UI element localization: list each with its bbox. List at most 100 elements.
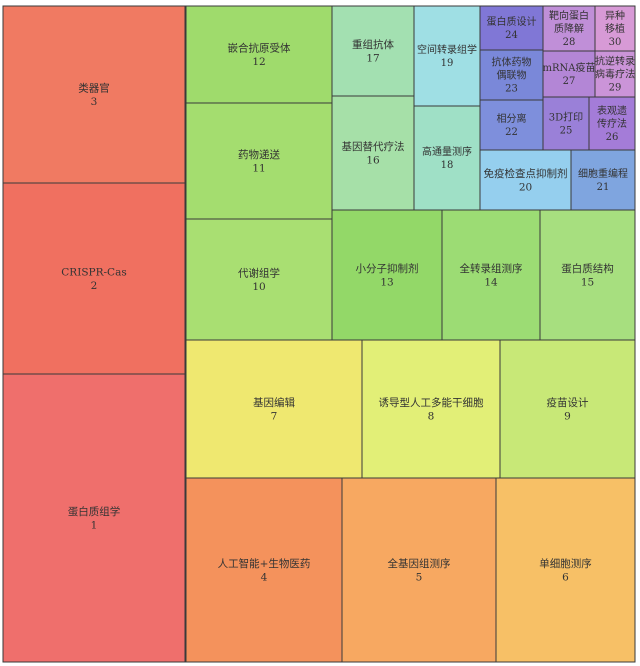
treemap-cell-rect [185,339,363,479]
treemap-cell-rect [341,477,497,663]
treemap-cell-label: 3D打印 [549,111,583,124]
treemap-cell-21: 细胞重编程 21 [570,149,636,211]
treemap-cell-label: 抗逆转录 [595,55,635,68]
treemap-cell-3: 类器官 3 [2,5,186,184]
treemap-cell-rect [495,477,636,663]
treemap-cell-rect [413,5,481,107]
treemap-cell-label: 质降解 [554,22,584,35]
treemap-cell-label: 移植 [605,22,625,35]
treemap-cell-rank: 28 [563,37,576,48]
treemap-cell-label: 异种 [605,9,625,22]
treemap-cell-rank: 27 [563,76,576,87]
treemap-cell-rect [479,99,544,151]
treemap-cell-rect [542,96,590,151]
treemap-cell-rank: 14 [484,276,498,288]
treemap-cell-rect [588,96,636,151]
treemap-cell-rank: 25 [560,126,573,137]
treemap-cell-22: 相分离 22 [479,99,544,151]
treemap-cell-label: 相分离 [497,112,527,125]
treemap-cell-10: 代谢组学 10 [185,218,333,341]
treemap-cell-label: 嵌合抗原受体 [228,41,291,54]
treemap-cell-label: 免疫检查点抑制剂 [484,167,568,180]
treemap-cell-12: 嵌合抗原受体 12 [185,5,333,104]
treemap-cell-rect [479,149,572,211]
treemap-cell-rank: 13 [380,276,393,288]
treemap-cell-rect [185,218,333,341]
treemap-cell-rect [441,209,541,341]
treemap-cell-rect [2,5,186,184]
treemap-cell-rank: 9 [564,410,571,422]
treemap-cell-label: 蛋白质设计 [487,15,537,28]
treemap-cell-label: 蛋白质组学 [68,505,121,518]
treemap-cell-rank: 18 [441,160,454,171]
treemap-cell-rank: 19 [441,58,454,69]
treemap-cell-label: 抗体药物 [492,56,532,69]
treemap-cell-label: 靶向蛋白 [549,9,589,22]
treemap-cell-rect [331,95,415,211]
treemap-cell-rect [331,5,415,97]
treemap-cell-label: 蛋白质结构 [561,262,614,275]
treemap-cell-rank: 12 [252,56,265,68]
treemap-cell-rank: 29 [609,83,622,94]
treemap-cell-rank: 10 [252,281,265,293]
treemap-cell-rect [594,5,636,52]
treemap-cell-rank: 21 [597,182,610,193]
treemap-cell-label: 代谢组学 [238,266,280,279]
treemap-cell-19: 空间转录组学 19 [413,5,481,107]
treemap-cell-label: 细胞重编程 [578,167,628,180]
treemap-cell-label: 疫苗设计 [547,396,589,409]
treemap-cell-rank: 20 [519,181,532,193]
treemap-cell-rank: 16 [366,154,380,166]
treemap-cell-label: mRNA疫苗 [543,61,596,74]
treemap-cell-label: 小分子抑制剂 [356,262,419,275]
treemap-cell-rect [361,339,501,479]
treemap-cell-label: 基因替代疗法 [342,140,405,153]
treemap-cell-label: 基因编辑 [253,396,295,409]
treemap-cell-rect [479,49,544,101]
treemap-cell-rank: 30 [609,37,622,48]
treemap-cell-rank: 5 [416,571,423,583]
treemap-cell-rank: 2 [91,280,98,292]
treemap-cell-rank: 23 [505,84,518,95]
treemap-cell-label: 表观遗 [597,104,627,117]
treemap-cell-25: 3D打印 25 [542,96,590,151]
treemap-cell-label: 药物递送 [238,148,280,161]
treemap-cell-rect [479,5,544,51]
treemap-cell-rank: 15 [581,276,594,288]
treemap-cell-label: 重组抗体 [352,38,394,51]
treemap-cell-rect [539,209,636,341]
treemap-cell-rect [185,5,333,104]
treemap-cell-24: 蛋白质设计 24 [479,5,544,51]
treemap-cell-rect [594,50,636,98]
treemap-cell-rect [499,339,636,479]
treemap-cell-label: CRISPR-Cas [61,266,126,278]
treemap-cell-2: CRISPR-Cas 2 [2,182,186,375]
treemap-cell-rank: 17 [366,52,379,64]
treemap-cell-label: 人工智能+生物医药 [218,557,311,570]
treemap-cell-27: mRNA疫苗 27 [542,50,596,98]
treemap-cell-label: 空间转录组学 [417,43,477,56]
treemap-cell-rect [185,477,343,663]
treemap-cell-rect [542,5,596,52]
treemap-cell-rank: 24 [505,30,518,41]
treemap-cell-label: 高通量测序 [422,145,472,158]
treemap-cell-label: 偶联物 [497,69,527,82]
treemap-cell-rect [2,373,186,663]
